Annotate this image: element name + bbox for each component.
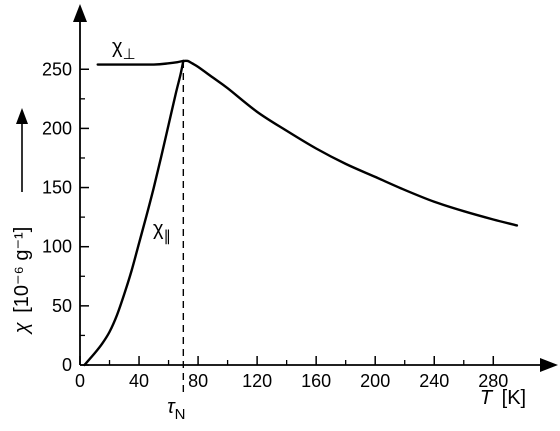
x-axis-unit: [K] bbox=[502, 387, 526, 409]
x-tick-label: 80 bbox=[188, 371, 208, 391]
ticks bbox=[79, 68, 495, 366]
x-tick-label: 160 bbox=[301, 371, 331, 391]
y-axis-title: χ [10⁻⁶ g⁻¹] bbox=[11, 227, 33, 336]
curves bbox=[83, 59, 519, 367]
x-tick-label: 0 bbox=[75, 371, 85, 391]
x-axis-title: T [K] bbox=[480, 387, 526, 409]
x-tick-label: 280 bbox=[478, 371, 508, 391]
y-tick-label: 100 bbox=[42, 237, 72, 257]
svg-text:χ [10⁻⁶ g⁻¹]: χ [10⁻⁶ g⁻¹] bbox=[11, 227, 33, 336]
y-axis-arrow bbox=[73, 4, 87, 22]
x-tick-label: 40 bbox=[129, 371, 149, 391]
y-tick-label: 150 bbox=[42, 178, 72, 198]
y-tick-label: 0 bbox=[62, 355, 72, 375]
x-axis-var: T bbox=[480, 387, 494, 409]
tick-labels: 0 40 80 120 160 200 240 280 0 50 100 150 200 250 bbox=[42, 59, 508, 391]
tau-n-label: τN bbox=[167, 396, 185, 423]
x-tick-label: 240 bbox=[419, 371, 449, 391]
y-tick-label: 50 bbox=[52, 296, 72, 316]
chi-parallel-label: χ∥ bbox=[153, 218, 171, 245]
x-tick-label: 200 bbox=[360, 371, 390, 391]
y-tick-label: 250 bbox=[42, 59, 72, 79]
y-tick-label: 200 bbox=[42, 118, 72, 138]
y-axis-unit: [10⁻⁶ g⁻¹] bbox=[11, 227, 33, 313]
x-axis-arrow bbox=[540, 358, 558, 372]
chi-perpendicular-curve bbox=[96, 59, 519, 227]
y-title-arrow-head bbox=[16, 108, 28, 124]
y-axis-var: χ bbox=[11, 321, 33, 335]
x-tick-label: 120 bbox=[242, 371, 272, 391]
chi-parallel-curve bbox=[83, 59, 185, 367]
annotations: χ⊥ χ∥ τN bbox=[112, 36, 185, 423]
chi-perpendicular-label: χ⊥ bbox=[112, 36, 136, 63]
